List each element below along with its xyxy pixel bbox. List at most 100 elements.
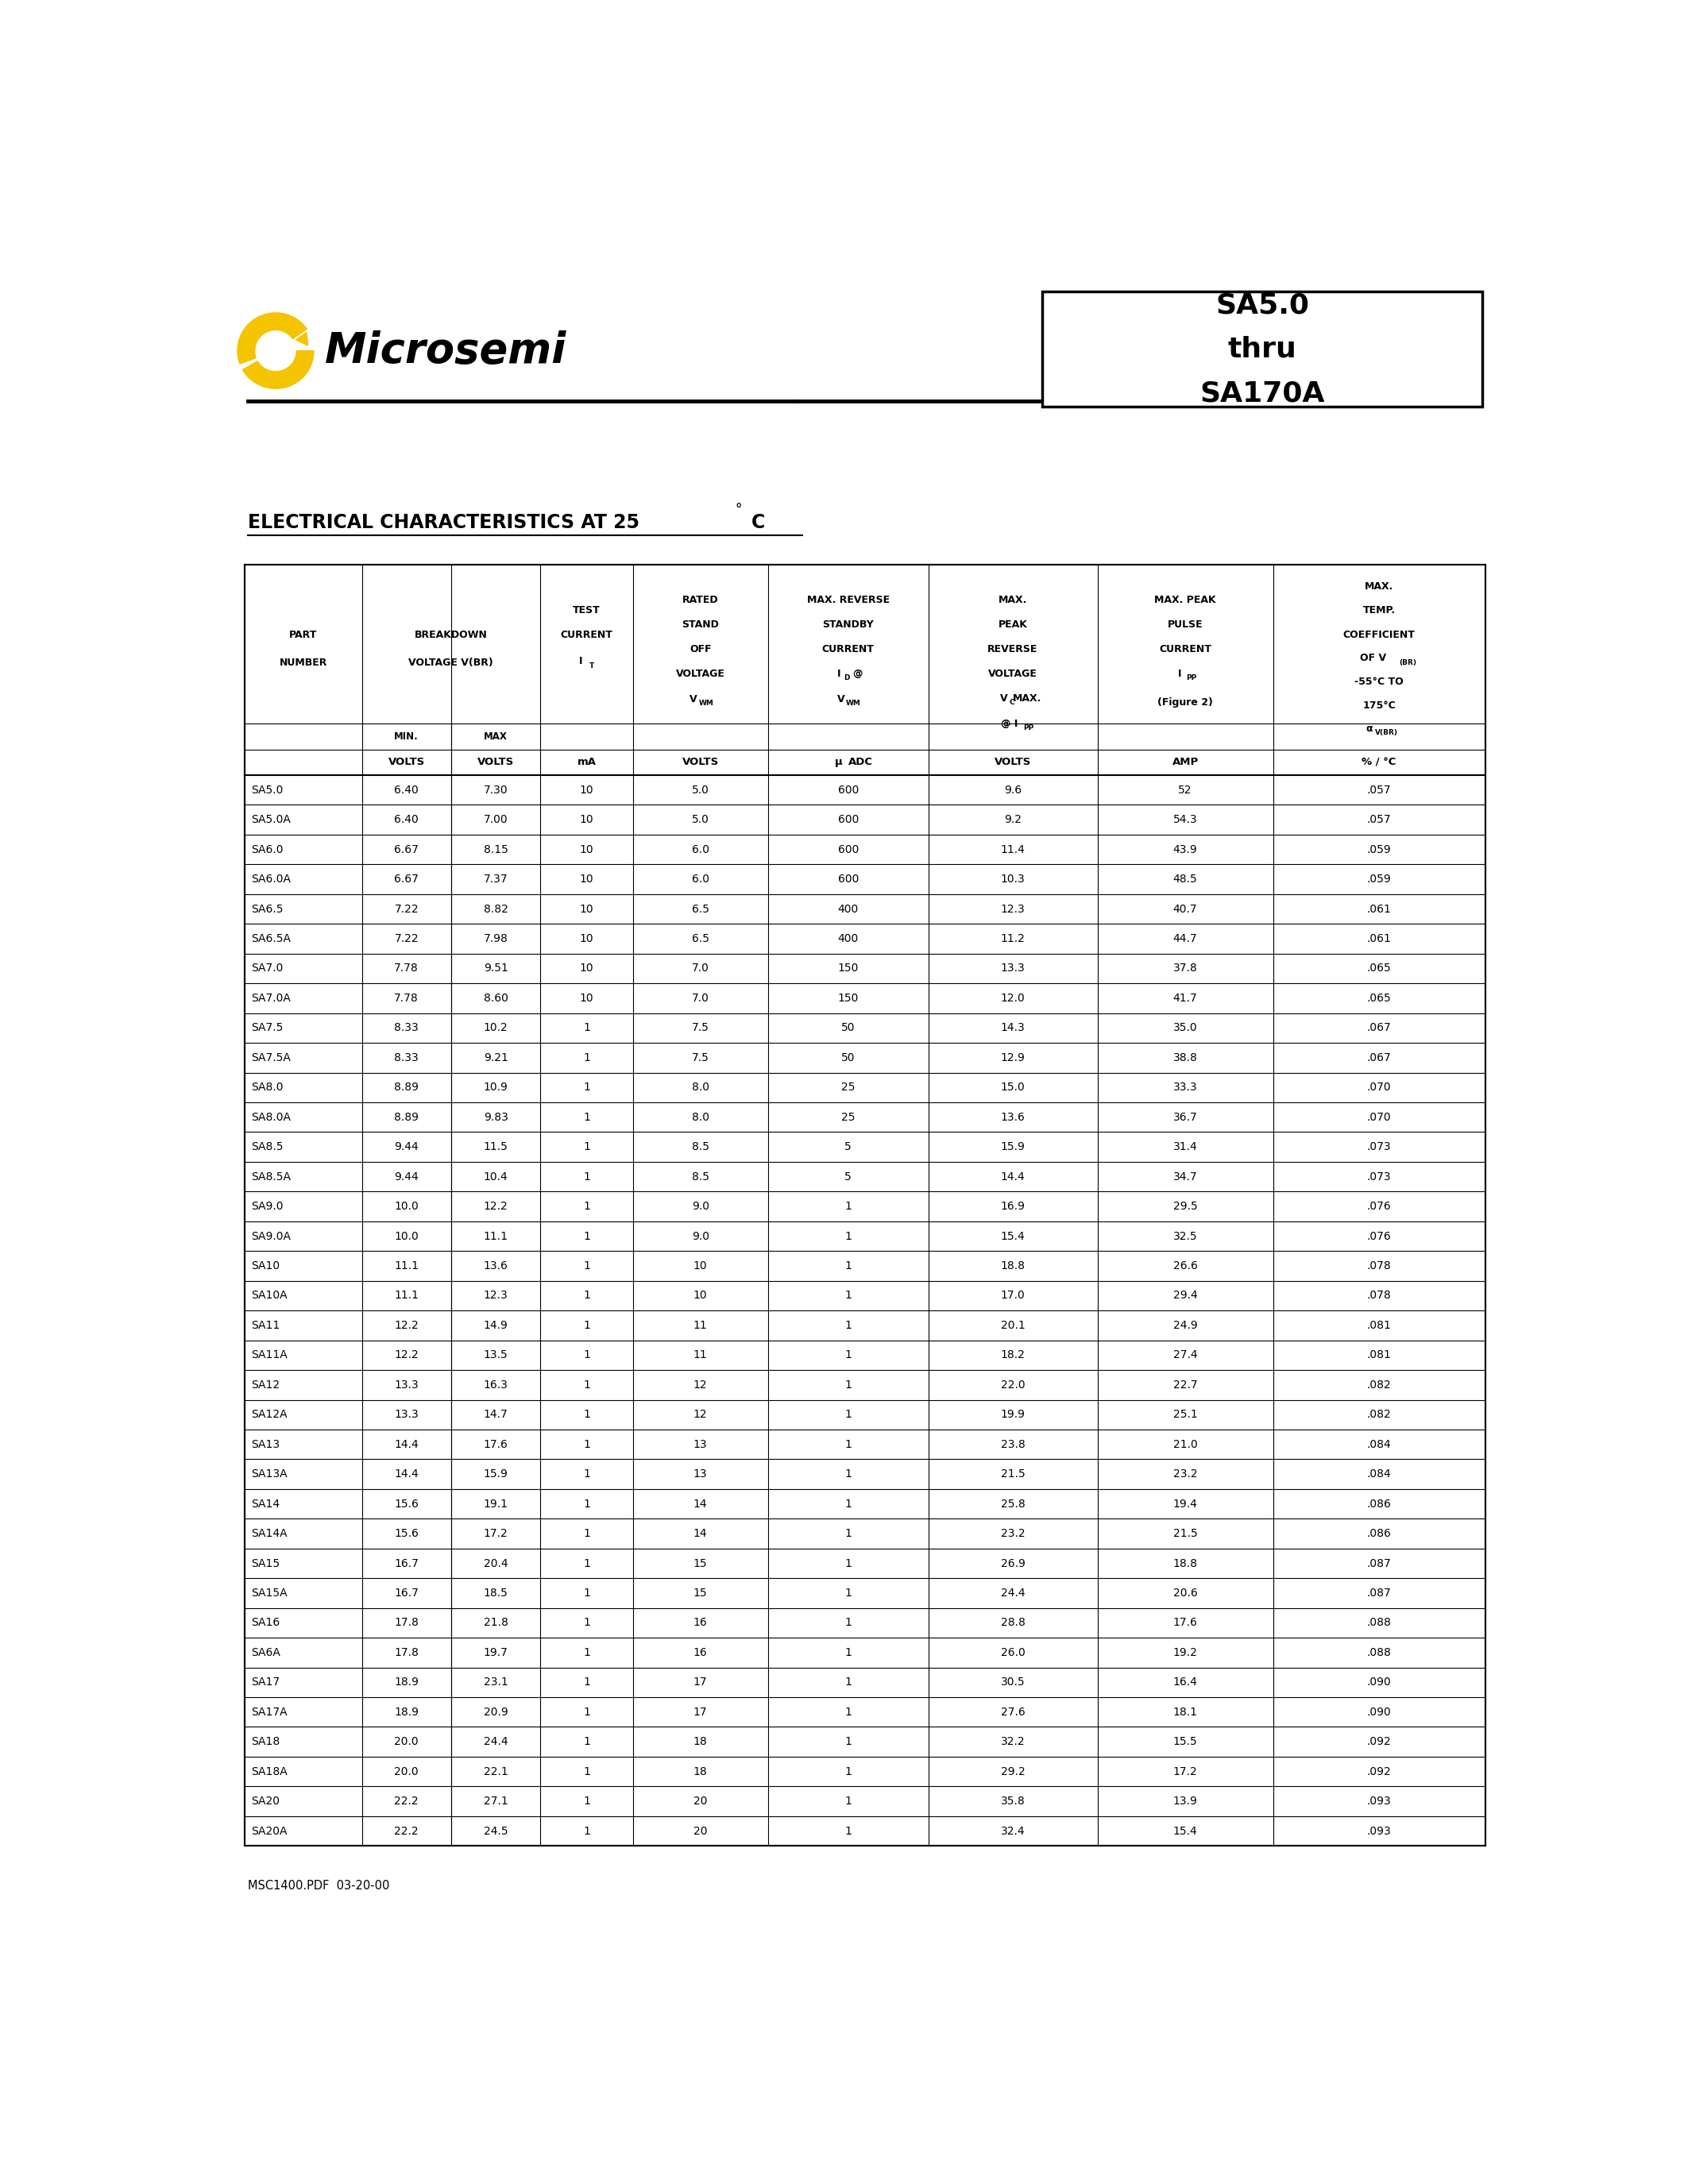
Text: .061: .061 [1367, 904, 1391, 915]
Text: 33.3: 33.3 [1173, 1081, 1197, 1092]
Text: .076: .076 [1367, 1230, 1391, 1243]
Bar [1041, 290, 1482, 406]
Text: 10: 10 [579, 874, 594, 885]
Text: REVERSE: REVERSE [987, 644, 1038, 655]
Text: PP: PP [1023, 725, 1035, 732]
Text: 20.1: 20.1 [1001, 1319, 1025, 1330]
Text: SA7.5: SA7.5 [252, 1022, 284, 1033]
Text: 41.7: 41.7 [1173, 994, 1197, 1005]
Text: 1: 1 [582, 1291, 591, 1302]
Text: 20.0: 20.0 [395, 1736, 419, 1747]
Text: SA17: SA17 [252, 1677, 280, 1688]
Text: 1: 1 [844, 1767, 852, 1778]
Text: 7.5: 7.5 [692, 1053, 709, 1064]
Text: 175°C: 175°C [1362, 701, 1396, 710]
Text: SA7.5A: SA7.5A [252, 1053, 290, 1064]
Text: 1: 1 [844, 1795, 852, 1806]
Text: 9.83: 9.83 [483, 1112, 508, 1123]
Text: 13.6: 13.6 [1001, 1112, 1025, 1123]
Text: 5: 5 [844, 1171, 852, 1182]
Text: 10.0: 10.0 [395, 1230, 419, 1243]
Text: 23.2: 23.2 [1173, 1468, 1197, 1481]
Text: 18.8: 18.8 [1001, 1260, 1025, 1271]
Text: 25: 25 [841, 1081, 856, 1092]
Text: 1: 1 [844, 1201, 852, 1212]
Text: 21.8: 21.8 [483, 1618, 508, 1629]
Text: 35.8: 35.8 [1001, 1795, 1025, 1806]
Text: 32.4: 32.4 [1001, 1826, 1025, 1837]
Text: 17.0: 17.0 [1001, 1291, 1025, 1302]
Text: 11: 11 [694, 1350, 707, 1361]
Text: .073: .073 [1367, 1171, 1391, 1182]
Text: 20.4: 20.4 [483, 1557, 508, 1568]
Text: 1: 1 [582, 1171, 591, 1182]
Text: 1: 1 [582, 1647, 591, 1658]
Text: 10: 10 [694, 1260, 707, 1271]
Text: 8.82: 8.82 [483, 904, 508, 915]
Text: 7.22: 7.22 [395, 933, 419, 943]
Text: SA14: SA14 [252, 1498, 280, 1509]
Text: 1: 1 [582, 1468, 591, 1481]
Text: 18.5: 18.5 [483, 1588, 508, 1599]
Text: 14.7: 14.7 [483, 1409, 508, 1420]
Text: SA6.0A: SA6.0A [252, 874, 290, 885]
Text: 20: 20 [694, 1795, 707, 1806]
Text: 13: 13 [694, 1468, 707, 1481]
Text: 6.5: 6.5 [692, 904, 709, 915]
Text: 22.1: 22.1 [483, 1767, 508, 1778]
Text: 9.6: 9.6 [1004, 784, 1021, 795]
Text: 600: 600 [837, 874, 859, 885]
Text: 8.15: 8.15 [483, 843, 508, 856]
Text: 15.6: 15.6 [395, 1498, 419, 1509]
Text: SA6.5A: SA6.5A [252, 933, 290, 943]
Text: 1: 1 [582, 1201, 591, 1212]
Text: .090: .090 [1367, 1706, 1391, 1717]
Text: .059: .059 [1367, 874, 1391, 885]
Text: 14: 14 [694, 1498, 707, 1509]
Text: 400: 400 [837, 933, 859, 943]
Text: SA5.0: SA5.0 [252, 784, 284, 795]
Text: 16.4: 16.4 [1173, 1677, 1197, 1688]
Text: 27.6: 27.6 [1001, 1706, 1025, 1717]
Text: Microsemi: Microsemi [324, 330, 567, 371]
Text: 10.3: 10.3 [1001, 874, 1025, 885]
Text: I: I [1178, 668, 1182, 679]
Text: 12.2: 12.2 [483, 1201, 508, 1212]
Text: SA8.5A: SA8.5A [252, 1171, 290, 1182]
Text: 23.8: 23.8 [1001, 1439, 1025, 1450]
Text: 14.3: 14.3 [1001, 1022, 1025, 1033]
Text: 17.2: 17.2 [1173, 1767, 1197, 1778]
Text: 19.4: 19.4 [1173, 1498, 1197, 1509]
Text: 25.8: 25.8 [1001, 1498, 1025, 1509]
Text: SA18A: SA18A [252, 1767, 287, 1778]
Text: 7.30: 7.30 [483, 784, 508, 795]
Text: -55°C TO: -55°C TO [1354, 677, 1404, 688]
Text: mA: mA [577, 758, 596, 767]
Text: .084: .084 [1367, 1468, 1391, 1481]
Text: (Figure 2): (Figure 2) [1158, 697, 1214, 708]
Text: 1: 1 [582, 1053, 591, 1064]
Text: 400: 400 [837, 904, 859, 915]
Text: SA7.0: SA7.0 [252, 963, 284, 974]
Text: 13.9: 13.9 [1173, 1795, 1197, 1806]
Text: 8.5: 8.5 [692, 1171, 709, 1182]
Text: 1: 1 [582, 1529, 591, 1540]
Text: 12.3: 12.3 [1001, 904, 1025, 915]
Text: 14: 14 [694, 1529, 707, 1540]
Text: 10.0: 10.0 [395, 1201, 419, 1212]
Text: ADC: ADC [847, 758, 873, 767]
Text: OFF: OFF [689, 644, 711, 655]
Text: .086: .086 [1367, 1529, 1391, 1540]
Text: .078: .078 [1367, 1260, 1391, 1271]
Text: μ: μ [836, 758, 842, 767]
Text: 10: 10 [579, 843, 594, 856]
Text: 13.5: 13.5 [483, 1350, 508, 1361]
Text: SA7.0A: SA7.0A [252, 994, 290, 1005]
Text: 12.0: 12.0 [1001, 994, 1025, 1005]
Text: 10: 10 [579, 815, 594, 826]
Text: 1: 1 [582, 1767, 591, 1778]
Text: 1: 1 [582, 1498, 591, 1509]
Text: MAX.: MAX. [1013, 692, 1041, 703]
Text: 23.2: 23.2 [1001, 1529, 1025, 1540]
Text: C: C [751, 513, 765, 533]
